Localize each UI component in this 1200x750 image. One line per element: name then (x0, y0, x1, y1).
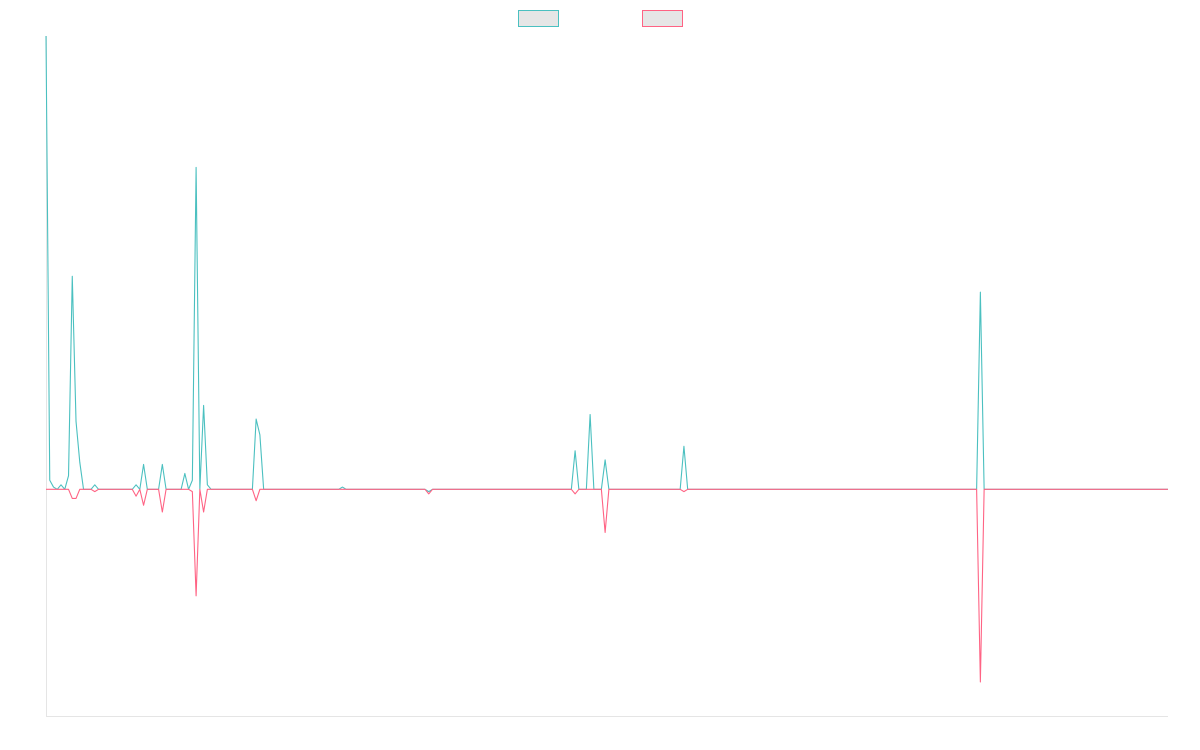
series-line-2 (46, 488, 1168, 683)
legend-swatch-2[interactable] (642, 10, 683, 27)
series-line-1 (45, 35, 1168, 493)
axes (46, 36, 1168, 717)
series-layer (45, 35, 1168, 683)
legend-swatch-1[interactable] (518, 10, 559, 27)
legend (518, 10, 683, 27)
legend-item-2[interactable] (642, 10, 683, 27)
legend-item-1[interactable] (518, 10, 559, 27)
